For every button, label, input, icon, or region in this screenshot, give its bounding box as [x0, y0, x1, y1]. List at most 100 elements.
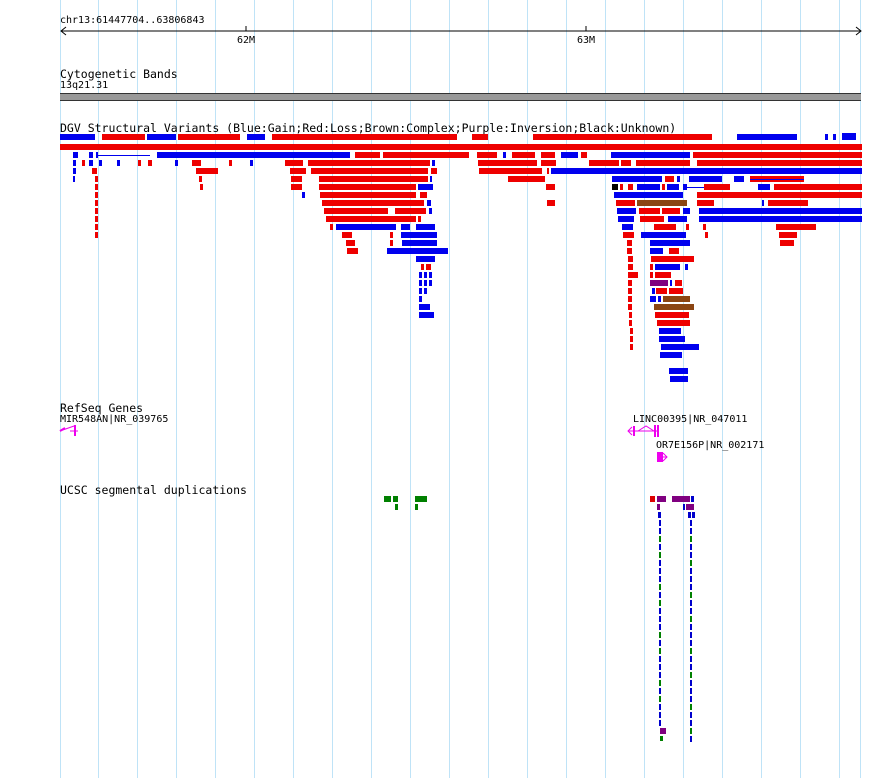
segdup-feature[interactable] [660, 736, 663, 741]
segdup-stack-segment[interactable] [690, 720, 692, 726]
segdup-stack-segment[interactable] [690, 656, 692, 662]
dgv-variant-loss[interactable] [390, 240, 393, 246]
dgv-variant-gain[interactable] [416, 224, 435, 230]
dgv-variant-loss[interactable] [431, 168, 437, 174]
segdup-stack-segment[interactable] [690, 584, 692, 590]
gene-or7e156p[interactable] [655, 451, 671, 463]
segdup-stack-segment[interactable] [690, 680, 692, 686]
dgv-variant-gain[interactable] [429, 272, 432, 278]
segdup-feature[interactable] [657, 504, 660, 510]
segdup-stack-segment[interactable] [690, 616, 692, 622]
segdup-stack-segment[interactable] [659, 688, 661, 694]
dgv-variant-gain[interactable] [175, 160, 178, 166]
dgv-variant-loss[interactable] [630, 344, 633, 350]
dgv-variant-loss[interactable] [779, 232, 797, 238]
segdup-stack-segment[interactable] [659, 664, 661, 670]
dgv-variant-loss[interactable] [629, 312, 632, 318]
segdup-stack-segment[interactable] [659, 560, 661, 566]
dgv-variant-gain[interactable] [89, 152, 93, 158]
dgv-variant-gain[interactable] [73, 176, 75, 182]
dgv-variant-loss[interactable] [665, 176, 674, 182]
dgv-variant-loss[interactable] [319, 184, 416, 190]
dgv-variant-gain[interactable] [401, 232, 437, 238]
dgv-variant-loss[interactable] [395, 208, 426, 214]
dgv-variant-gain[interactable] [302, 192, 305, 198]
dgv-variant-unknown[interactable] [612, 184, 618, 190]
dgv-variant-loss[interactable] [620, 184, 623, 190]
dgv-variant-loss[interactable] [541, 160, 556, 166]
segdup-stack-segment[interactable] [659, 648, 661, 654]
segdup-stack-segment[interactable] [690, 688, 692, 694]
segdup-feature[interactable] [658, 512, 661, 518]
segdup-stack-segment[interactable] [690, 696, 692, 702]
dgv-variant-loss[interactable] [669, 248, 679, 254]
dgv-variant-loss[interactable] [290, 168, 306, 174]
segdup-feature[interactable] [415, 496, 427, 502]
dgv-variant-gain[interactable] [73, 160, 76, 166]
segdup-stack-segment[interactable] [690, 520, 692, 526]
dgv-variant-loss[interactable] [541, 152, 555, 158]
segdup-feature[interactable] [393, 496, 398, 502]
segdup-feature[interactable] [686, 504, 694, 510]
dgv-variant-gain[interactable] [432, 160, 435, 166]
dgv-variant-loss[interactable] [669, 288, 683, 294]
dgv-variant-gain[interactable] [659, 336, 685, 342]
dgv-variant-gain[interactable] [650, 240, 690, 246]
dgv-variant-gain[interactable] [424, 288, 427, 294]
dgv-variant-loss[interactable] [420, 192, 427, 198]
dgv-variant-loss[interactable] [533, 134, 712, 140]
dgv-variant-loss[interactable] [138, 160, 141, 166]
dgv-variant-loss[interactable] [780, 240, 794, 246]
dgv-variant-loss[interactable] [291, 176, 302, 182]
dgv-variant-loss[interactable] [768, 200, 808, 206]
dgv-variant-gain[interactable] [73, 168, 76, 174]
dgv-variant-loss[interactable] [178, 134, 240, 140]
dgv-variant-loss[interactable] [330, 224, 333, 230]
segdup-stack-segment[interactable] [659, 656, 661, 662]
segdup-stack-segment[interactable] [659, 616, 661, 622]
dgv-variant-gain[interactable] [737, 134, 797, 140]
dgv-variant-loss[interactable] [774, 184, 862, 190]
dgv-variant-loss[interactable] [662, 184, 665, 190]
dgv-variant-loss[interactable] [95, 176, 98, 182]
dgv-variant-gain[interactable] [734, 176, 744, 182]
segdup-stack-segment[interactable] [690, 712, 692, 718]
segdup-stack-segment[interactable] [659, 640, 661, 646]
dgv-variant-gain[interactable] [99, 160, 102, 166]
segdup-stack-segment[interactable] [690, 632, 692, 638]
dgv-variant-gain[interactable] [685, 264, 688, 270]
dgv-variant-loss[interactable] [196, 168, 218, 174]
dgv-variant-loss[interactable] [639, 208, 660, 214]
dgv-variant-loss[interactable] [628, 184, 633, 190]
dgv-variant-loss[interactable] [621, 160, 631, 166]
dgv-variant-gain[interactable] [402, 240, 437, 246]
segdup-feature[interactable] [683, 504, 685, 510]
dgv-variant-complex[interactable] [654, 304, 694, 310]
dgv-variant-loss[interactable] [479, 168, 542, 174]
dgv-variant-loss[interactable] [200, 184, 203, 190]
segdup-feature[interactable] [660, 728, 666, 734]
segdup-stack-segment[interactable] [659, 672, 661, 678]
dgv-variant-gain[interactable] [650, 248, 663, 254]
dgv-variant-gain[interactable] [429, 208, 432, 214]
segdup-stack-segment[interactable] [659, 632, 661, 638]
segdup-feature[interactable] [384, 496, 391, 502]
dgv-variant-gain[interactable] [424, 280, 427, 286]
segdup-stack-segment[interactable] [659, 608, 661, 614]
dgv-variant-loss[interactable] [478, 160, 537, 166]
dgv-variant-loss[interactable] [285, 160, 303, 166]
dgv-variant-loss[interactable] [656, 288, 667, 294]
dgv-variant-loss[interactable] [675, 280, 682, 286]
dgv-variant-loss[interactable] [627, 240, 632, 246]
dgv-variant-loss[interactable] [628, 264, 633, 270]
segdup-stack-segment[interactable] [659, 720, 661, 726]
segdup-feature[interactable] [395, 504, 398, 510]
dgv-variant-gain[interactable] [650, 296, 656, 302]
dgv-variant-loss[interactable] [508, 176, 545, 182]
segdup-stack-segment[interactable] [659, 704, 661, 710]
dgv-variant-loss[interactable] [418, 216, 421, 222]
dgv-variant-gain[interactable] [424, 272, 427, 278]
dgv-variant-loss[interactable] [703, 224, 706, 230]
gene-mir548an[interactable] [58, 424, 82, 438]
dgv-variant-gain[interactable] [89, 160, 93, 166]
